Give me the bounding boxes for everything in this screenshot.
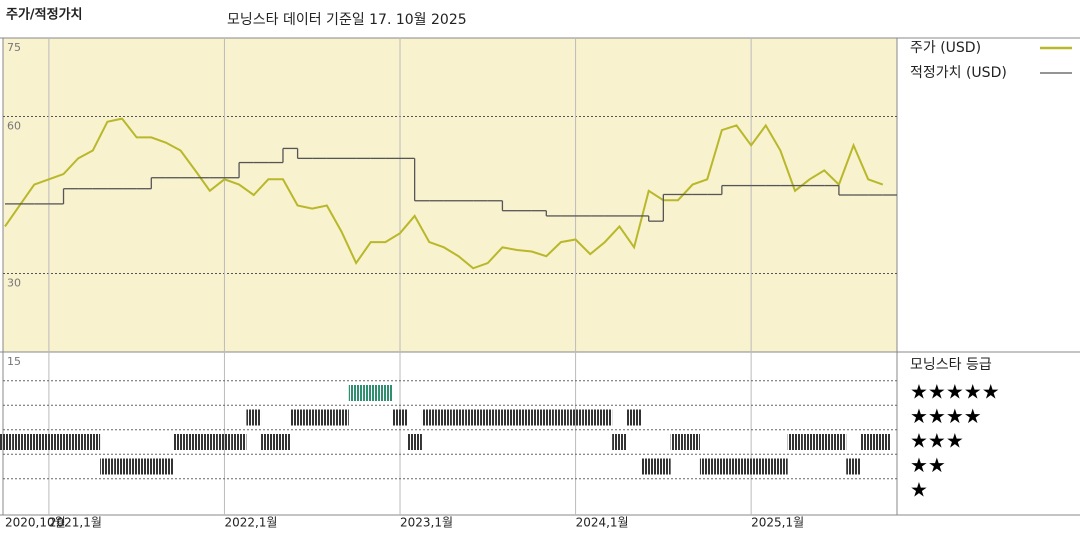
rating-bar: [26, 434, 42, 450]
rating-bar: [685, 434, 700, 450]
x-tick-label: 2024,1월: [576, 516, 629, 530]
rating-bar: [100, 458, 115, 475]
rating-bar: [480, 409, 496, 426]
rating-bar: [451, 409, 466, 426]
rating-bar: [553, 409, 569, 426]
rating-level-label: ★★★★: [910, 404, 982, 428]
rating-bar: [407, 434, 422, 450]
rating-bar: [875, 434, 891, 450]
rating-bar: [656, 458, 671, 475]
rating-bar: [114, 458, 130, 475]
rating-bar: [334, 409, 349, 426]
y-tick-label: 15: [7, 355, 21, 368]
rating-bar: [217, 434, 232, 450]
rating-bar: [582, 409, 598, 426]
rating-bar: [495, 409, 510, 426]
y-tick-label: 60: [7, 120, 21, 133]
rating-bar: [729, 458, 744, 475]
legend-label: 적정가치 (USD): [910, 65, 1007, 81]
chart-subtitle: 모닝스타 데이터 기준일 17. 10월 2025: [227, 12, 467, 28]
rating-bar: [246, 409, 262, 426]
rating-bar: [304, 409, 320, 426]
rating-bar: [0, 434, 13, 450]
rating-bar: [787, 434, 803, 450]
plot-background: [3, 38, 897, 352]
rating-bar: [626, 409, 642, 426]
rating-bar: [275, 434, 291, 450]
chart-title: 주가/적정가치: [6, 7, 83, 23]
rating-bar: [612, 434, 627, 450]
rating-bar: [699, 458, 715, 475]
rating-bar: [816, 434, 832, 450]
rating-bar: [773, 458, 788, 475]
x-tick-label: 2022,1월: [224, 516, 277, 530]
rating-bar: [41, 434, 57, 450]
rating-bar: [802, 434, 817, 450]
rating-bar: [597, 409, 613, 426]
rating-bar: [436, 409, 452, 426]
rating-bar: [421, 409, 437, 426]
rating-bar: [670, 434, 686, 450]
rating-bar: [231, 434, 247, 450]
legend-label: 주가 (USD): [910, 40, 981, 56]
rating-level-label: ★: [910, 478, 928, 502]
rating-bar: [568, 409, 583, 426]
price-line: [4, 117, 884, 270]
x-tick-label: 2020,10월: [5, 516, 66, 530]
y-tick-label: 30: [7, 277, 21, 290]
x-tick-label: 2023,1월: [400, 516, 453, 530]
rating-bar: [261, 434, 276, 450]
rating-bar: [860, 434, 876, 450]
rating-level-label: ★★★★★: [910, 380, 1000, 404]
rating-bar: [846, 458, 861, 475]
rating-bar: [509, 409, 525, 426]
rating-bar: [348, 385, 364, 401]
rating-level-label: ★★: [910, 453, 946, 477]
rating-bar: [56, 434, 71, 450]
rating-bar: [143, 458, 159, 475]
rating-bar: [290, 409, 305, 426]
rating-bar: [378, 385, 393, 401]
rating-level-label: ★★★: [910, 429, 964, 453]
rating-bar: [70, 434, 86, 450]
rating-bar: [392, 409, 408, 426]
rating-bar: [465, 409, 481, 426]
y-tick-label: 75: [7, 41, 21, 54]
rating-bar: [524, 409, 539, 426]
rating-bar: [641, 458, 657, 475]
rating-bar: [831, 434, 847, 450]
x-tick-label: 2025,1월: [751, 516, 804, 530]
rating-bar: [743, 458, 759, 475]
rating-bar: [85, 434, 101, 450]
rating-bar: [158, 458, 174, 475]
rating-bar: [202, 434, 218, 450]
rating-bar: [538, 409, 554, 426]
rating-bar: [714, 458, 730, 475]
rating-bar: [187, 434, 203, 450]
rating-bar: [758, 458, 774, 475]
rating-bar: [319, 409, 335, 426]
rating-bar: [129, 458, 144, 475]
rating-bar: [363, 385, 379, 401]
rating-bar: [173, 434, 188, 450]
x-tick-label: 2021,1월: [49, 516, 102, 530]
rating-title: 모닝스타 등급: [910, 357, 992, 373]
rating-bar: [12, 434, 27, 450]
